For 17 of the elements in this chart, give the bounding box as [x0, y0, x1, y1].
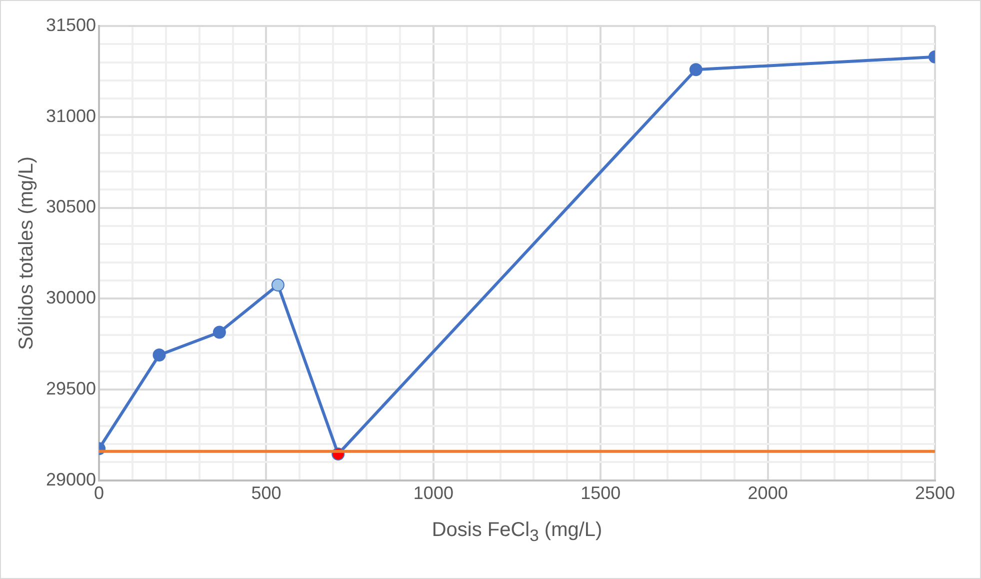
point [271, 278, 284, 292]
x-tick-label: 500 [251, 483, 282, 504]
x-tick-label: 1000 [413, 483, 454, 504]
y-tick-label: 29500 [46, 378, 96, 398]
x-tick-label: 2000 [748, 483, 788, 504]
y-tick-label: 31500 [46, 14, 96, 35]
point [212, 326, 226, 339]
x-tick-label: 1500 [580, 483, 621, 504]
y-tick-label: 30000 [46, 288, 96, 308]
y-tick-label: 29000 [46, 469, 96, 490]
x-tick-label: 2500 [914, 483, 956, 504]
point [152, 348, 166, 362]
x-tick-label: 0 [94, 483, 104, 504]
y-axis-title: Sólidos totales (mg/L) [16, 156, 38, 350]
x-axis-title: Dosis FeCl$_{3}$ (mg/L) [432, 519, 602, 546]
y-tick-label: 31000 [46, 106, 96, 126]
y-tick-label: 30500 [46, 196, 96, 217]
